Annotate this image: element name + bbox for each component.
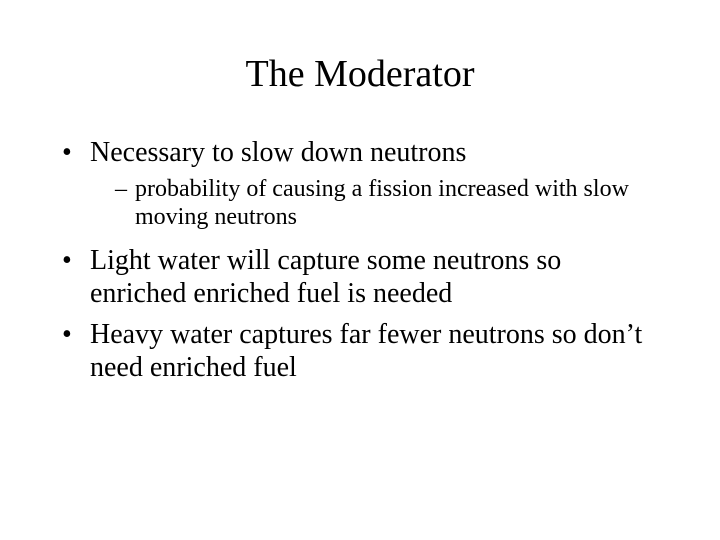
bullet-text: Necessary to slow down neutrons xyxy=(90,137,466,168)
bullet-text: Heavy water captures far fewer neutrons … xyxy=(90,319,642,383)
bullet-list: Necessary to slow down neutrons probabil… xyxy=(62,136,658,384)
slide: The Moderator Necessary to slow down neu… xyxy=(0,0,720,540)
sub-bullet-item: probability of causing a fission increas… xyxy=(115,175,658,232)
slide-title: The Moderator xyxy=(0,0,720,96)
bullet-text: Light water will capture some neutrons s… xyxy=(90,245,561,309)
sub-bullet-text: probability of causing a fission increas… xyxy=(135,176,629,230)
slide-body: Necessary to slow down neutrons probabil… xyxy=(0,96,720,384)
sub-bullet-list: probability of causing a fission increas… xyxy=(90,175,658,232)
bullet-item: Heavy water captures far fewer neutrons … xyxy=(62,318,658,384)
bullet-item: Necessary to slow down neutrons probabil… xyxy=(62,136,658,232)
bullet-item: Light water will capture some neutrons s… xyxy=(62,244,658,310)
